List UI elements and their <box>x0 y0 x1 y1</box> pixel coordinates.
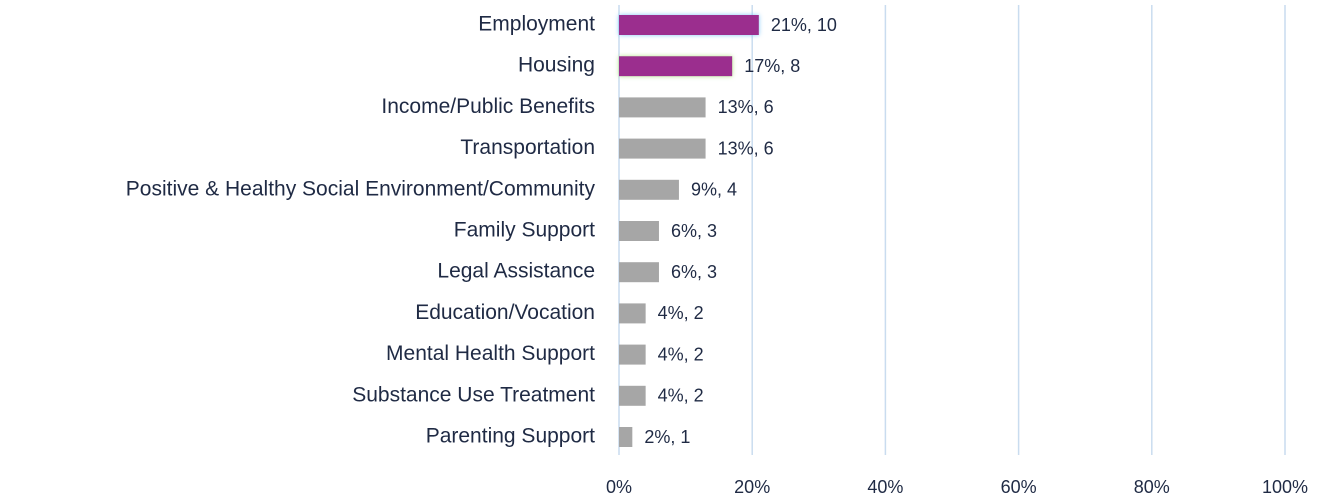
bar <box>619 385 646 406</box>
category-label: Employment <box>478 13 595 36</box>
category-label: Housing <box>518 54 595 77</box>
value-label: 13%, 6 <box>718 138 774 158</box>
bar <box>619 221 659 241</box>
x-tick-label: 80% <box>1134 477 1170 497</box>
x-tick-label: 20% <box>734 477 770 497</box>
category-label: Education/Vocation <box>415 301 595 324</box>
category-label: Family Support <box>454 219 595 242</box>
bar <box>619 262 659 283</box>
category-label: Parenting Support <box>426 425 595 448</box>
x-tick-label: 0% <box>606 477 632 497</box>
bar <box>619 427 633 447</box>
value-label: 4%, 2 <box>658 303 704 323</box>
value-label: 9%, 4 <box>691 180 737 200</box>
category-label: Transportation <box>460 136 595 159</box>
value-label: 21%, 10 <box>771 15 837 35</box>
category-label: Positive & Healthy Social Environment/Co… <box>126 177 596 200</box>
x-tick-label: 100% <box>1262 477 1308 497</box>
value-label: 4%, 2 <box>658 344 704 364</box>
bar <box>619 179 679 200</box>
category-label: Mental Health Support <box>386 342 595 365</box>
value-label: 17%, 8 <box>744 56 800 76</box>
bar <box>619 15 759 35</box>
bar <box>619 97 706 118</box>
value-label: 6%, 3 <box>671 262 717 282</box>
value-label: 2%, 1 <box>644 427 690 447</box>
bar <box>619 303 646 324</box>
x-tick-label: 40% <box>867 477 903 497</box>
x-tick-label: 60% <box>1001 477 1037 497</box>
bar <box>619 344 646 365</box>
value-label: 4%, 2 <box>658 386 704 406</box>
category-label: Substance Use Treatment <box>352 383 595 406</box>
bar <box>619 138 706 159</box>
category-label: Income/Public Benefits <box>381 95 595 118</box>
value-label: 13%, 6 <box>718 97 774 117</box>
value-label: 6%, 3 <box>671 221 717 241</box>
category-label: Legal Assistance <box>437 260 595 283</box>
bar <box>619 56 733 77</box>
